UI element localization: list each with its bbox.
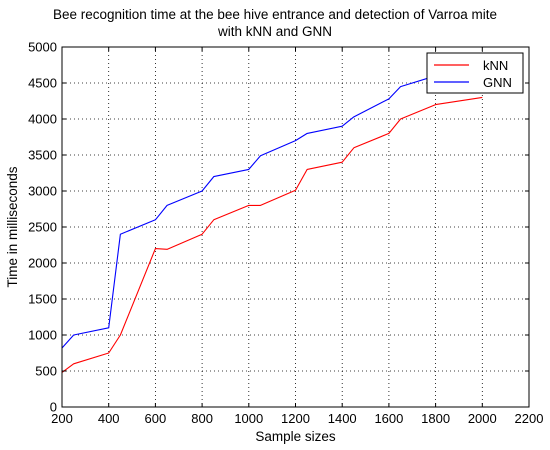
series-lines	[61, 68, 483, 373]
x-tick-label: 2000	[468, 411, 497, 426]
legend: kNN GNN	[426, 52, 524, 94]
x-tick-label: 1600	[374, 411, 403, 426]
series-line-knn	[61, 96, 483, 373]
x-tick-label: 200	[51, 411, 73, 426]
y-tick-label: 2000	[28, 256, 57, 271]
x-tick-label: 1800	[421, 411, 450, 426]
x-tick-labels: 200 400 600 800 1000 1200 1400 1600 1800 2000 2200	[51, 411, 543, 426]
x-tick-label: 400	[98, 411, 120, 426]
axis-ticks	[61, 46, 530, 408]
y-tick-label: 5000	[28, 40, 57, 55]
chart-title-line-2: with kNN and GNN	[217, 24, 333, 39]
x-tick-label: 1200	[281, 411, 310, 426]
x-tick-label: 2200	[515, 411, 544, 426]
y-tick-label: 3000	[28, 184, 57, 199]
y-tick-label: 1000	[28, 328, 57, 343]
legend-label-knn: kNN	[483, 58, 508, 73]
x-tick-label: 1000	[234, 411, 263, 426]
legend-label-gnn: GNN	[483, 75, 512, 90]
x-tick-label: 600	[145, 411, 167, 426]
x-tick-label: 1400	[328, 411, 357, 426]
y-tick-label: 4000	[28, 112, 57, 127]
legend-box	[426, 52, 524, 94]
y-tick-labels: 0 500 1000 1500 2000 2500 3000 3500 4000 4500 5000	[28, 40, 57, 415]
y-tick-label: 2500	[28, 220, 57, 235]
y-axis-label: Time in milliseconds	[5, 166, 20, 287]
y-tick-label: 4500	[28, 76, 57, 91]
y-tick-label: 0	[50, 400, 57, 415]
grid-lines	[62, 47, 529, 407]
chart-title-line-1: Bee recognition time at the bee hive ent…	[52, 7, 498, 22]
y-tick-label: 3500	[28, 148, 57, 163]
y-tick-label: 1500	[28, 292, 57, 307]
x-tick-label: 800	[191, 411, 213, 426]
series-line-gnn	[61, 68, 448, 349]
y-tick-label: 500	[35, 364, 57, 379]
x-axis-label: Sample sizes	[255, 429, 336, 444]
